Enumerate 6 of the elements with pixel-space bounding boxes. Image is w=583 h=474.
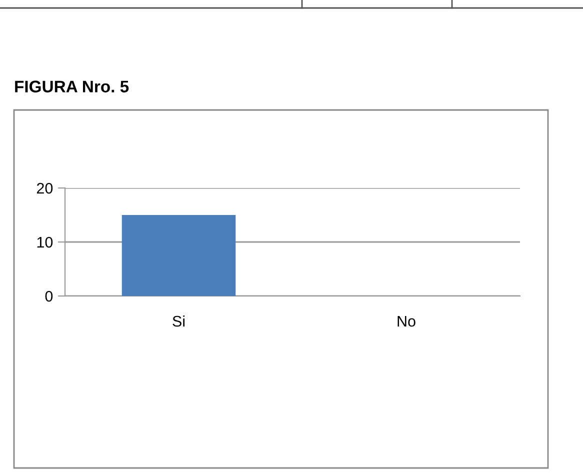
chart-title: FIGURA Nro. 5 (15, 80, 129, 92)
y-tick-label: 0 (45, 290, 53, 302)
y-tick-label: 10 (37, 236, 53, 248)
x-tick-label: No (398, 316, 416, 327)
x-tick-label: Si (172, 315, 185, 327)
y-tick-label: 20 (36, 182, 53, 194)
